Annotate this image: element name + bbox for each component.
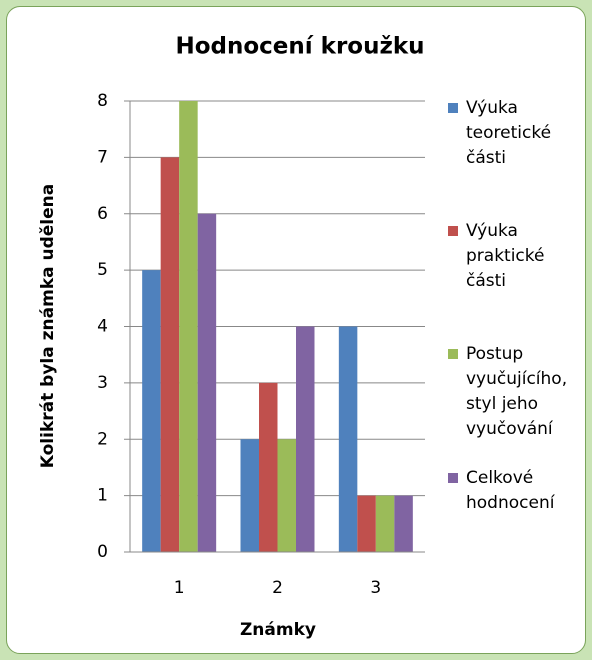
legend-label: Celkové hodnocení <box>466 468 555 513</box>
bar <box>259 382 278 552</box>
y-tick-label: 4 <box>97 317 108 337</box>
bar <box>160 157 180 552</box>
legend-item: Celkové hodnocení <box>448 466 578 516</box>
legend-label: Postup vyučujícího, styl jeho vyučování <box>466 344 568 439</box>
bar <box>179 101 198 552</box>
y-tick-label: 2 <box>97 429 108 449</box>
chart-title: Hodnocení kroužku <box>175 34 424 60</box>
bar <box>142 270 161 552</box>
x-tick-label: 1 <box>174 578 185 598</box>
bar <box>197 213 217 552</box>
y-axis-label: Kolikrát byla známka udělena <box>38 184 58 469</box>
bar <box>338 326 358 552</box>
bar <box>240 439 259 552</box>
legend-label: Výuka teoretické části <box>466 98 552 168</box>
y-tick-label: 0 <box>97 542 108 562</box>
bar <box>375 495 395 552</box>
bar <box>394 495 413 552</box>
legend-item: Výuka teoretické části <box>448 96 578 171</box>
bar <box>296 326 315 552</box>
y-tick-label: 6 <box>97 204 108 224</box>
y-tick-label: 8 <box>97 91 108 111</box>
legend-swatch <box>448 103 458 113</box>
y-tick-label: 7 <box>97 147 108 167</box>
y-tick-label: 3 <box>97 373 108 393</box>
x-tick-label: 3 <box>370 578 381 598</box>
y-tick-label: 5 <box>97 260 108 280</box>
legend-swatch <box>448 473 458 483</box>
x-tick-label: 2 <box>272 578 283 598</box>
legend-swatch <box>448 226 458 236</box>
legend-item: Výuka praktické části <box>448 219 578 294</box>
legend-label: Výuka praktické části <box>466 221 545 291</box>
y-tick-label: 1 <box>97 486 108 506</box>
x-axis-label: Známky <box>240 620 316 640</box>
bar <box>277 439 296 552</box>
legend-swatch <box>448 349 458 359</box>
legend-item: Postup vyučujícího, styl jeho vyučování <box>448 342 578 442</box>
bar <box>357 495 376 552</box>
